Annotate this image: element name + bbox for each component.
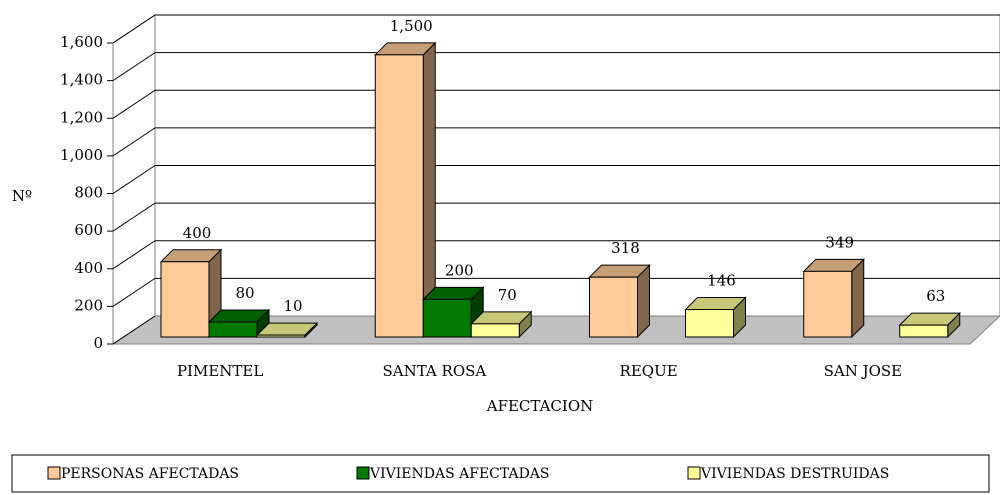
bar-front [208,321,258,338]
y-tick-label: 200 [74,296,103,314]
grid-line [112,52,156,82]
bar [374,41,437,339]
bar [159,248,223,339]
value-label: 70 [498,286,517,304]
bar-side [851,258,865,339]
x-axis-label: AFECTACION [486,397,594,415]
value-label: 349 [825,233,854,251]
grid-line [112,202,156,232]
grid-line [112,277,156,307]
value-label: 80 [235,284,254,302]
x-tick-label: REQUE [620,362,678,380]
value-label: 146 [707,272,736,290]
x-tick-label: SANTA ROSA [383,362,487,380]
legend-label: PERSONAS AFECTADAS [61,466,239,482]
bar [802,258,865,339]
value-label: 400 [183,224,212,242]
bar [898,311,961,339]
grid-line [112,89,156,119]
bar-front [685,309,734,338]
bar-front [256,334,306,338]
bar-front [803,270,853,338]
grid: 0 200 400 600 800 1,000 1,200 1,400 1,600 PIMENTE… [60,14,1000,380]
value-label: 200 [445,261,474,279]
y-tick-label: 1,000 [60,146,103,164]
bar [255,321,319,339]
y-tick-label: 1,600 [60,33,103,51]
grid-line [112,165,156,194]
y-tick-label: 1,400 [60,71,103,89]
bar-front [160,261,210,338]
y-tick-label: 400 [74,259,103,277]
bar-front [470,323,520,338]
bar-front [589,276,638,338]
legend-label: VIVIENDAS DESTRUIDAS [700,466,889,482]
legend-swatch [356,466,370,480]
y-tick-label: 0 [93,334,103,352]
grid-line [112,240,156,270]
legend [11,454,990,493]
bar-front [899,324,949,338]
value-label: 10 [283,297,302,315]
grid-line [112,14,156,44]
x-tick-label: SAN JOSE [824,362,903,380]
y-axis-label: Nº [12,187,32,205]
y-tick-label: 600 [74,221,103,239]
legend-swatch [47,466,61,480]
bar [422,286,485,339]
value-label: 1,500 [390,17,433,35]
y-tick-label: 1,200 [60,108,103,126]
legend-swatch [687,466,701,480]
value-label: 318 [611,239,640,257]
bar [684,296,747,339]
bar [470,310,533,339]
x-tick-label: PIMENTEL [177,362,263,380]
bar-front [422,298,472,338]
bars: 400 1,500 318 349 80 200 10 70 146 63 [159,17,961,339]
legend-label: VIVIENDAS AFECTADAS [369,466,550,482]
value-label: 63 [926,287,945,305]
bar [588,263,651,339]
legend-items: PERSONAS AFECTADAS VIVIENDAS AFECTADAS VIV… [47,466,889,482]
grid-line [112,127,156,157]
grid-line [112,315,156,345]
bar-front [374,54,424,338]
y-tick-label: 800 [74,184,103,202]
